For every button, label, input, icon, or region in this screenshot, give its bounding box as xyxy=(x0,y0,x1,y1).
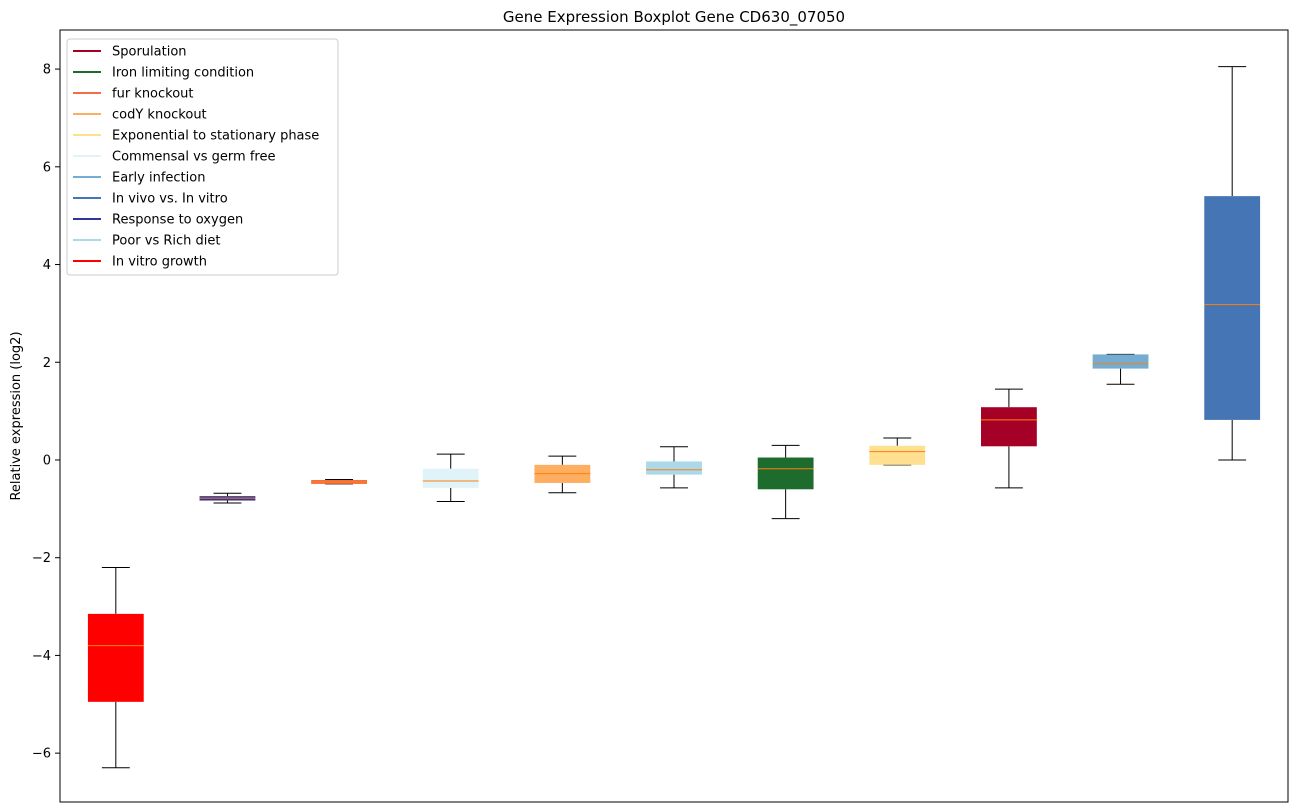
legend-entry: Exponential to stationary phase xyxy=(73,129,319,144)
box-11 xyxy=(1204,66,1261,461)
box-1 xyxy=(87,566,144,769)
box-body xyxy=(981,407,1037,447)
box-body xyxy=(869,445,926,465)
box-3 xyxy=(311,479,367,485)
box-6 xyxy=(646,446,702,489)
chart-title: Gene Expression Boxplot Gene CD630_07050 xyxy=(503,8,845,27)
y-tick-label: −6 xyxy=(32,747,51,762)
legend: Sporulation Iron limiting condition fur kn… xyxy=(66,38,339,276)
legend-entry: Sporulation xyxy=(73,45,187,60)
legend-label: Iron limiting condition xyxy=(112,66,254,81)
y-tick-label: 4 xyxy=(43,258,51,273)
legend-entry: In vitro growth xyxy=(73,255,207,270)
box-4 xyxy=(422,453,479,503)
legend-entry: Response to oxygen xyxy=(73,213,243,228)
box-body xyxy=(646,461,702,475)
legend-entry: codY knockout xyxy=(73,108,207,123)
y-tick-label: −2 xyxy=(32,551,51,566)
y-tick-label: 8 xyxy=(43,63,51,78)
box-10 xyxy=(1092,353,1149,385)
y-axis: −6 −4 −2 0 2 4 6 8 xyxy=(32,63,60,762)
legend-label: In vivo vs. In vitro xyxy=(112,192,228,207)
y-tick-label: 2 xyxy=(43,356,51,371)
box-body xyxy=(422,468,479,488)
legend-label: In vitro growth xyxy=(112,255,207,270)
legend-label: Exponential to stationary phase xyxy=(112,129,319,144)
axes-frame xyxy=(59,29,1289,803)
box-5 xyxy=(534,455,591,494)
box-2 xyxy=(199,492,256,504)
box-7 xyxy=(757,444,814,520)
legend-label: Poor vs Rich diet xyxy=(112,234,220,249)
y-tick-label: −4 xyxy=(32,649,51,664)
box-body xyxy=(87,613,144,702)
legend-label: codY knockout xyxy=(112,108,207,123)
legend-entry: Iron limiting condition xyxy=(73,66,254,81)
legend-label: Commensal vs germ free xyxy=(112,150,275,165)
box-body xyxy=(1092,354,1149,369)
legend-entry: fur knockout xyxy=(73,87,194,102)
y-axis-label: Relative expression (log2) xyxy=(9,331,24,500)
y-tick-label: 6 xyxy=(43,160,51,175)
legend-label: Response to oxygen xyxy=(112,213,243,228)
plot-area xyxy=(59,29,1289,803)
legend-entry: In vivo vs. In vitro xyxy=(73,192,228,207)
box-8 xyxy=(869,437,926,466)
legend-entry: Commensal vs germ free xyxy=(73,150,275,165)
box-9 xyxy=(981,388,1037,489)
legend-label: Sporulation xyxy=(112,45,187,60)
y-tick-label: 0 xyxy=(43,453,51,468)
legend-box xyxy=(66,38,339,276)
legend-entry: Early infection xyxy=(73,171,205,186)
legend-label: fur knockout xyxy=(112,87,194,102)
legend-entry: Poor vs Rich diet xyxy=(73,234,220,249)
legend-label: Early infection xyxy=(112,171,205,186)
box-body xyxy=(757,457,814,490)
box-body xyxy=(1204,196,1261,420)
